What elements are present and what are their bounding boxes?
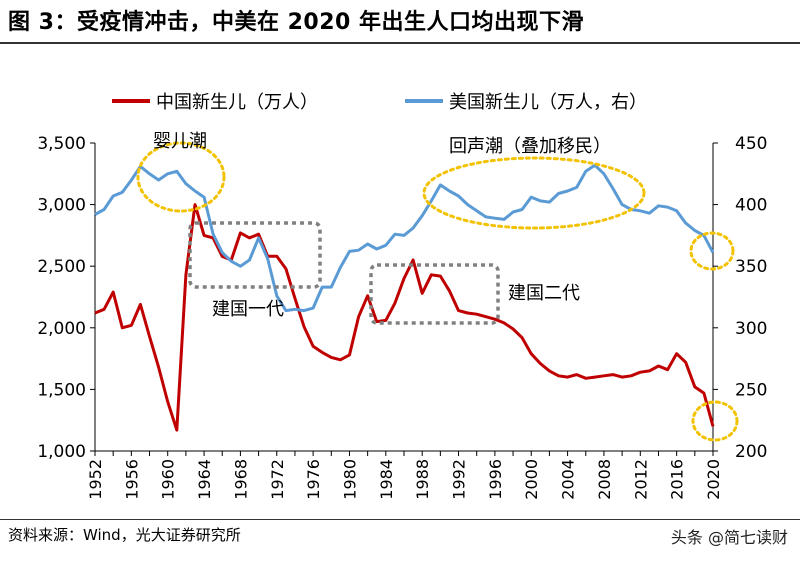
- us-births-line: [94, 163, 715, 313]
- y-right-tick-label: 250: [735, 380, 767, 400]
- chart-axes: 1,000 1,500 2,000 2,500 3,000 3,500 200 250 300 3…: [37, 134, 767, 500]
- x-tick-label: 1992: [450, 459, 469, 500]
- title-divider: [0, 42, 800, 44]
- footer-divider: [0, 519, 800, 520]
- y-left-tick-label: 2,500: [37, 257, 86, 277]
- y-right-tick-label: 450: [735, 134, 767, 154]
- x-tick-label: 1976: [304, 459, 323, 500]
- x-tick-label: 1952: [86, 459, 105, 500]
- echo-boom-label: 回声潮（叠加移民）: [449, 136, 611, 157]
- baby-boom-ellipse: [136, 141, 226, 213]
- y-left-tick-label: 1,500: [37, 380, 86, 400]
- x-tick-label: 1960: [159, 459, 178, 500]
- baby-boom-label: 婴儿潮: [153, 131, 207, 152]
- y-right-tick-label: 200: [735, 442, 767, 462]
- x-tick-label: 1988: [413, 459, 432, 500]
- y-right-tick-label: 400: [735, 196, 767, 216]
- legend-label: 美国新生儿（万人，右）: [449, 92, 647, 113]
- chart-annotations: 婴儿潮 回声潮（叠加移民） 建国一代 建国二代: [153, 131, 611, 320]
- chart-lines: [94, 163, 715, 432]
- y-left-tick-label: 1,000: [37, 442, 86, 462]
- y-left-tick-label: 3,000: [37, 196, 86, 216]
- x-tick-label: 1964: [195, 459, 214, 500]
- watermark: 头条 @简七读财: [670, 528, 788, 547]
- china-2020-ellipse: [691, 400, 739, 442]
- china-births-line: [94, 203, 715, 432]
- first-generation-box: [188, 221, 322, 289]
- x-tick-label: 1984: [377, 459, 396, 500]
- y-left-tick-label: 3,500: [37, 134, 86, 154]
- source-note: 资料来源：Wind，光大证券研究所: [8, 526, 241, 544]
- legend-label: 中国新生儿（万人）: [156, 92, 318, 113]
- x-tick-label: 2016: [668, 459, 687, 500]
- x-tick-label: 2000: [522, 459, 541, 500]
- x-tick-label: 1968: [231, 459, 250, 500]
- first-generation-label: 建国一代: [212, 299, 284, 320]
- x-tick-label: 1956: [122, 459, 141, 500]
- chart-highlights: [136, 141, 739, 442]
- x-tick-label: 1996: [486, 459, 505, 500]
- y-right-tick-label: 350: [735, 257, 767, 277]
- x-tick-label: 2020: [704, 459, 723, 500]
- y-right-tick-label: 300: [735, 319, 767, 339]
- x-tick-label: 2008: [595, 459, 614, 500]
- second-generation-box: [369, 263, 500, 325]
- us-2020-ellipse: [689, 231, 735, 271]
- chart-legend: 中国新生儿（万人） 美国新生儿（万人，右）: [112, 92, 647, 113]
- second-generation-label: 建国二代: [508, 283, 580, 304]
- x-tick-label: 1972: [268, 459, 287, 500]
- x-tick-label: 2012: [631, 459, 650, 500]
- x-tick-label: 2004: [559, 459, 578, 500]
- y-left-tick-label: 2,000: [37, 319, 86, 339]
- echo-boom-ellipse: [422, 156, 646, 230]
- x-tick-label: 1980: [340, 459, 359, 500]
- page-title: 图 3：受疫情冲击，中美在 2020 年出生人口均出现下滑: [8, 10, 585, 35]
